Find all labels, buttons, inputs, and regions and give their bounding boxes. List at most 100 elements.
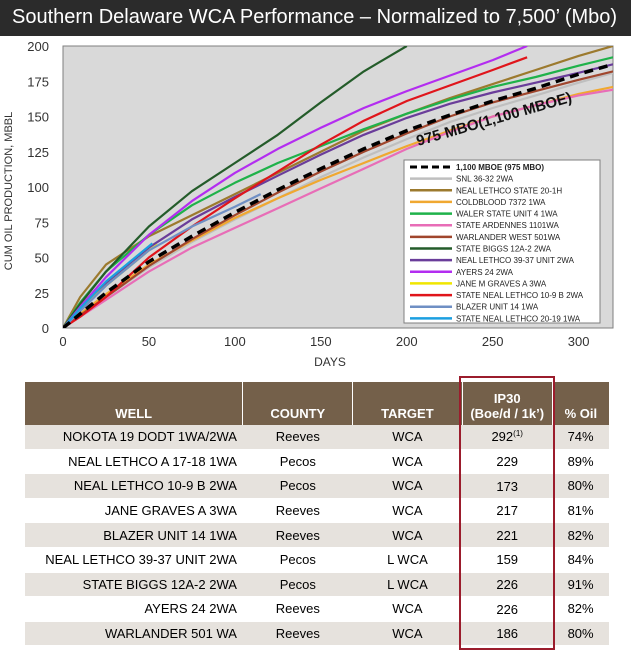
cell-ip30-value: 292	[491, 429, 514, 445]
cell-well-value: NOKOTA 19 DODT 1WA/2WA	[62, 429, 237, 445]
cell-county-value: Pecos	[279, 478, 316, 494]
title-bar: Southern Delaware WCA Performance – Norm…	[0, 0, 631, 36]
cell-oil: 84%	[552, 547, 609, 573]
cell-oil: 80%	[552, 621, 609, 647]
header-target: TARGET	[352, 382, 463, 425]
cell-target: WCA	[352, 522, 463, 548]
cell-well: NEAL LETHCO 39-37 UNIT 2WA	[25, 547, 243, 573]
cell-county: Pecos	[242, 572, 353, 598]
cell-ip30: 292(1)	[462, 425, 553, 450]
cell-well: NOKOTA 19 DODT 1WA/2WA	[25, 425, 243, 450]
y-tick-label: 25	[35, 286, 49, 301]
legend-entry: SNL 36-32 2WA	[456, 175, 514, 184]
table-header-row: WELL COUNTY TARGET IP30 (Boe/d / 1k’) % …	[25, 382, 609, 425]
cell-county-value: Pecos	[279, 576, 316, 592]
cell-county-value: Reeves	[275, 527, 320, 543]
cell-well: WARLANDER 501 WA	[25, 621, 243, 647]
y-tick-label: 200	[27, 39, 49, 54]
table-row: JANE GRAVES A 3WA Reeves WCA 217 81%	[25, 498, 609, 524]
cell-oil: 82%	[552, 596, 609, 622]
cell-target-value: L WCA	[387, 576, 428, 592]
cell-county: Reeves	[242, 522, 353, 548]
cell-ip30-value: 217	[496, 503, 519, 519]
cell-well: BLAZER UNIT 14 1WA	[25, 522, 243, 548]
cell-ip30-value: 221	[496, 527, 519, 543]
cell-well-value: AYERS 24 2WA	[144, 601, 237, 617]
legend-entry: 1,100 MBOE (975 MBO)	[456, 163, 544, 172]
cell-ip30: 226	[462, 596, 553, 622]
cell-target-value: L WCA	[387, 552, 428, 568]
series-line	[63, 62, 613, 328]
cell-target: L WCA	[352, 572, 463, 598]
x-tick-label: 200	[396, 334, 418, 349]
cell-ip30: 173	[462, 473, 553, 499]
cell-target-value: WCA	[392, 478, 423, 494]
x-axis-label: DAYS	[314, 355, 346, 369]
x-tick-label: 0	[59, 334, 66, 349]
header-ip30: IP30 (Boe/d / 1k’)	[462, 382, 553, 425]
legend: 1,100 MBOE (975 MBO) SNL 36-32 2WA NEAL LE…	[403, 159, 601, 324]
y-tick-label: 150	[27, 110, 49, 125]
series-line	[63, 46, 408, 328]
cell-well: NEAL LETHCO 10-9 B 2WA	[25, 473, 243, 499]
table-row: NEAL LETHCO A 17-18 1WA Pecos WCA 229 89%	[25, 449, 609, 475]
ip30-footnote-marker: (1)	[513, 429, 523, 439]
legend-entry: COLDBLOOD 7372 1WA	[456, 198, 546, 207]
cell-target-value: WCA	[392, 527, 423, 543]
y-tick-label: 50	[35, 251, 49, 266]
cell-well-value: NEAL LETHCO A 17-18 1WA	[68, 453, 237, 469]
cell-county-value: Reeves	[275, 503, 320, 519]
cell-well-value: JANE GRAVES A 3WA	[104, 503, 237, 519]
cell-ip30: 229	[462, 449, 553, 475]
cell-well-value: NEAL LETHCO 39-37 UNIT 2WA	[45, 552, 237, 568]
table-row: NEAL LETHCO 10-9 B 2WA Pecos WCA 173 80%	[25, 473, 609, 499]
production-chart: 0 50 100 150 200 250 300 0 25 50 75 100 125 150 175 200…	[3, 39, 614, 369]
well-table: WELL COUNTY TARGET IP30 (Boe/d / 1k’) % …	[25, 382, 609, 647]
y-tick-label: 100	[27, 180, 49, 195]
table-row: NEAL LETHCO 39-37 UNIT 2WA Pecos L WCA 159 8…	[25, 547, 609, 573]
legend-entry: BLAZER UNIT 14 1WA	[456, 303, 539, 312]
y-tick-label: 0	[42, 321, 49, 336]
table-row: STATE BIGGS 12A-2 2WA Pecos L WCA 226 91%	[25, 572, 609, 598]
legend-entry: WALER STATE UNIT 4 1WA	[456, 210, 558, 219]
table-row: AYERS 24 2WA Reeves WCA 226 82%	[25, 596, 609, 622]
cell-oil-value: 80%	[567, 626, 594, 642]
cell-county: Reeves	[242, 621, 353, 647]
cell-oil: 74%	[552, 425, 609, 450]
header-ip30-line2: (Boe/d / 1k’)	[470, 406, 545, 421]
cell-well-value: BLAZER UNIT 14 1WA	[103, 527, 237, 543]
header-well: WELL	[25, 382, 244, 425]
y-tick-label: 75	[35, 215, 49, 230]
legend-entry: STATE NEAL LETHCO 10-9 B 2WA	[456, 291, 584, 300]
cell-oil: 80%	[552, 473, 609, 499]
cell-ip30: 217	[462, 498, 553, 524]
cell-county: Reeves	[242, 425, 353, 450]
well-table-container: WELL COUNTY TARGET IP30 (Boe/d / 1k’) % …	[25, 376, 609, 651]
cell-target: WCA	[352, 449, 463, 475]
series-line	[63, 56, 613, 328]
cell-ip30: 186	[462, 621, 553, 647]
legend-entry: NEAL LETHCO 39-37 UNIT 2WA	[456, 256, 575, 265]
y-tick-label: 175	[27, 74, 49, 89]
cell-well: AYERS 24 2WA	[25, 596, 243, 622]
cell-ip30: 226	[462, 572, 553, 598]
series-lines	[63, 46, 613, 328]
legend-entry: STATE BIGGS 12A-2 2WA	[456, 245, 552, 254]
cell-county-value: Reeves	[275, 601, 320, 617]
series-line	[63, 70, 613, 328]
cell-oil-value: 84%	[567, 552, 594, 568]
axes: 0 50 100 150 200 250 300 0 25 50 75 100 125 150 175 200	[27, 39, 589, 349]
x-tick-label: 100	[224, 334, 246, 349]
x-tick-label: 300	[568, 334, 590, 349]
legend-entry: JANE M GRAVES A 3WA	[456, 279, 547, 288]
cell-target: WCA	[352, 621, 463, 647]
x-tick-label: 250	[482, 334, 504, 349]
series-line	[63, 193, 262, 328]
cell-target-value: WCA	[392, 429, 423, 445]
legend-entry: WARLANDER WEST 501WA	[456, 233, 561, 242]
series-line	[63, 56, 528, 328]
header-oil: % Oil	[552, 382, 609, 425]
cell-well-value: NEAL LETHCO 10-9 B 2WA	[73, 478, 237, 494]
table-row: NOKOTA 19 DODT 1WA/2WA Reeves WCA 292(1) 74%	[25, 425, 609, 450]
cell-oil-value: 81%	[567, 503, 594, 519]
